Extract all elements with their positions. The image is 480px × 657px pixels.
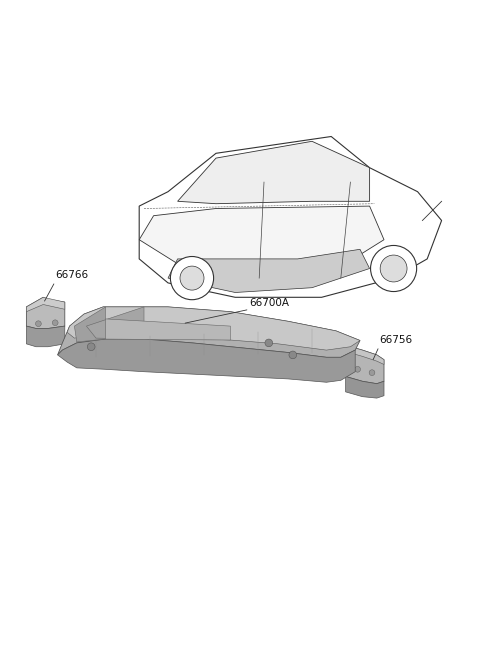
Polygon shape <box>74 307 106 342</box>
Polygon shape <box>58 339 355 382</box>
Polygon shape <box>58 307 360 357</box>
Circle shape <box>371 246 417 292</box>
Circle shape <box>180 266 204 290</box>
Polygon shape <box>168 249 370 292</box>
Polygon shape <box>106 319 230 340</box>
Text: 66766: 66766 <box>55 271 88 281</box>
Polygon shape <box>86 307 144 339</box>
Circle shape <box>265 339 273 347</box>
Polygon shape <box>26 298 65 311</box>
Circle shape <box>369 370 375 376</box>
Circle shape <box>170 256 214 300</box>
Polygon shape <box>178 141 370 204</box>
Polygon shape <box>346 346 384 365</box>
Polygon shape <box>346 376 384 398</box>
Circle shape <box>289 351 297 359</box>
Circle shape <box>52 320 58 326</box>
Polygon shape <box>139 137 442 298</box>
Circle shape <box>36 321 41 327</box>
Text: 66756: 66756 <box>379 335 412 346</box>
Polygon shape <box>26 298 65 328</box>
Polygon shape <box>139 206 384 263</box>
Text: 66700A: 66700A <box>250 298 289 308</box>
Circle shape <box>380 255 407 282</box>
Polygon shape <box>26 326 65 347</box>
Circle shape <box>355 367 360 372</box>
Polygon shape <box>346 346 384 384</box>
Polygon shape <box>67 307 360 350</box>
Circle shape <box>87 343 95 351</box>
